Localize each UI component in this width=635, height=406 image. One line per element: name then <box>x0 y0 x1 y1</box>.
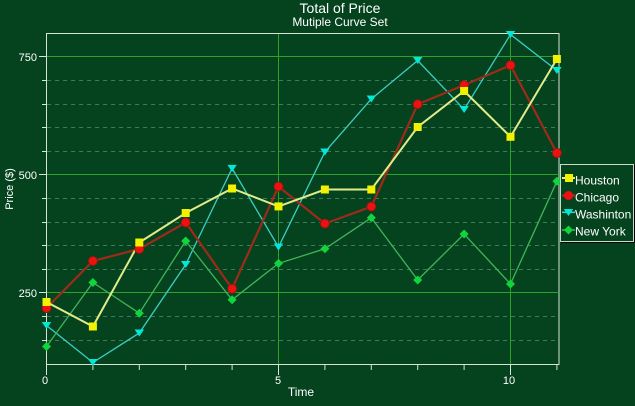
svg-text:Washinton: Washinton <box>575 208 631 222</box>
svg-text:5: 5 <box>275 375 281 387</box>
svg-text:Time: Time <box>288 385 315 399</box>
svg-text:750: 750 <box>19 52 37 64</box>
svg-text:New York: New York <box>575 225 627 239</box>
svg-text:Total of Price: Total of Price <box>300 0 381 16</box>
svg-text:0: 0 <box>42 375 48 387</box>
svg-text:500: 500 <box>19 170 37 182</box>
svg-text:250: 250 <box>19 288 37 300</box>
svg-text:Houston: Houston <box>575 174 620 188</box>
svg-text:Mutiple Curve Set: Mutiple Curve Set <box>292 15 388 29</box>
svg-text:10: 10 <box>503 375 515 387</box>
svg-text:Chicago: Chicago <box>575 191 619 205</box>
svg-text:Price ($): Price ($) <box>4 168 16 210</box>
